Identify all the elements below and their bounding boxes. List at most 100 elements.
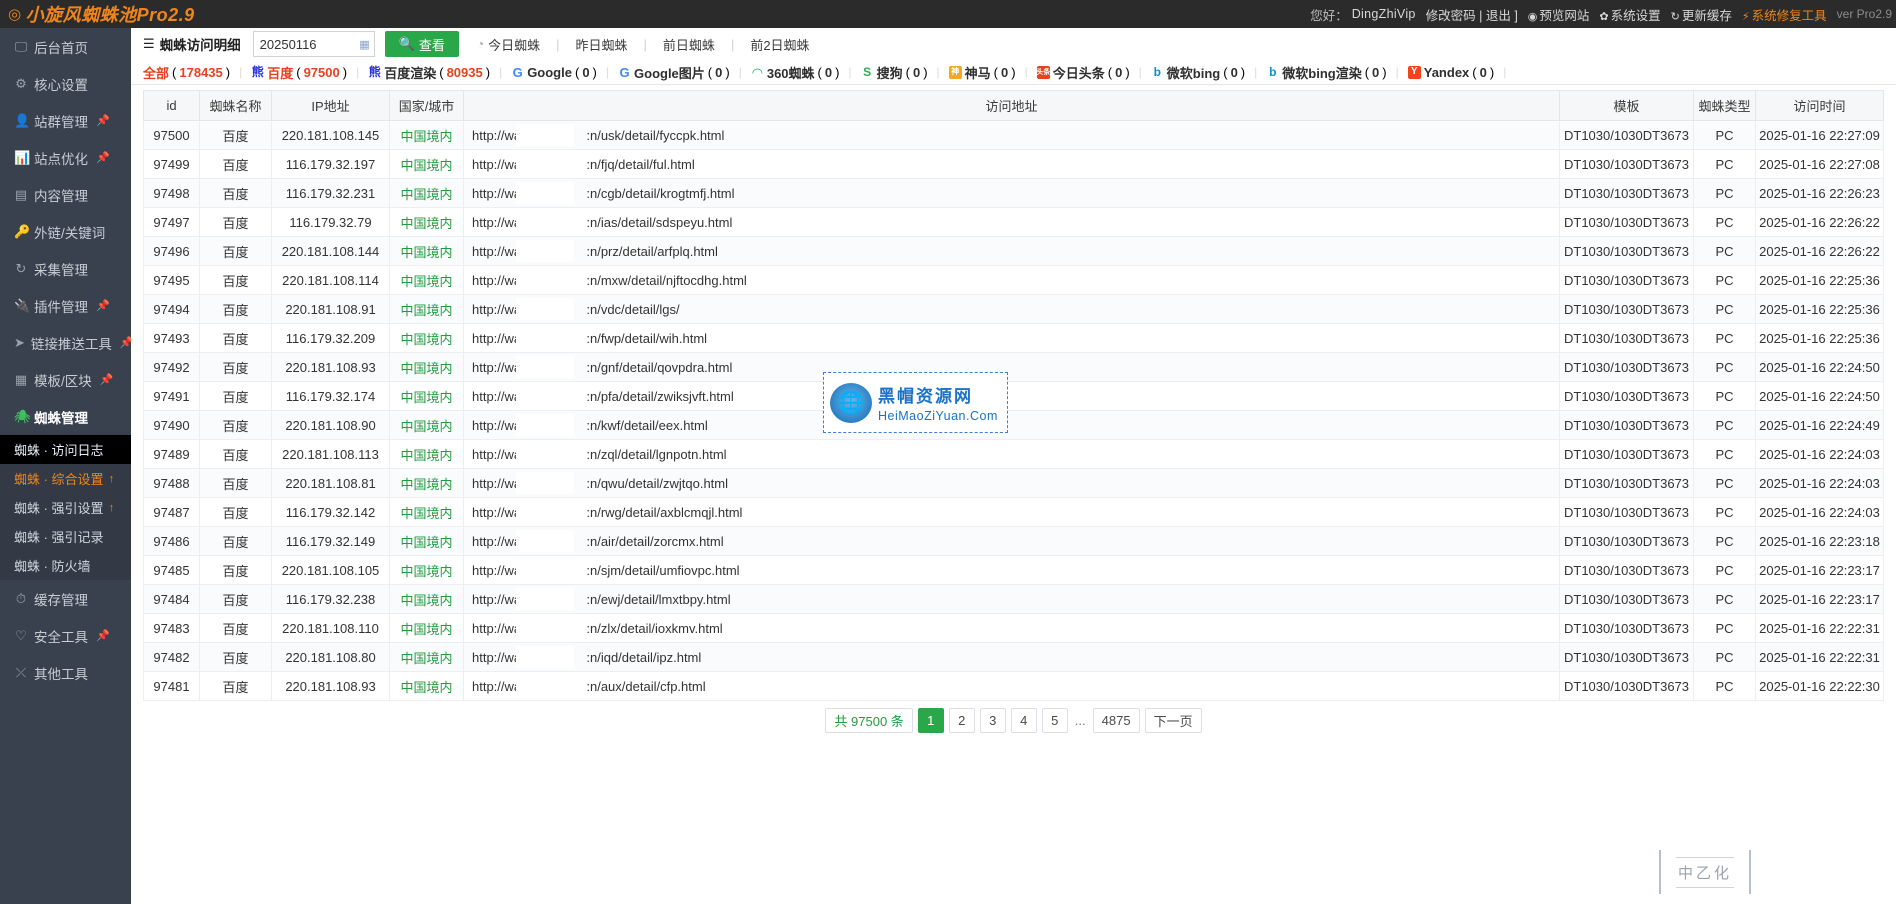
col-header-spider-type[interactable]: 蜘蛛类型 <box>1693 90 1756 121</box>
cell-visit-url[interactable]: http://wap:n/zlx/detail/ioxkmv.html <box>463 613 1560 643</box>
calendar-icon[interactable]: ▦ <box>359 38 370 51</box>
cell-visit-url[interactable]: http://wap:n/ias/detail/sdspeyu.html <box>463 207 1560 237</box>
table-row[interactable]: 97482 百度 220.181.108.80 中国境内 http://wap:n/iq… <box>143 642 1884 672</box>
change-password-link[interactable]: 修改密码 | 退出 ] <box>1425 8 1518 23</box>
quick-filter-yesterday[interactable]: 昨日蜘蛛 <box>575 37 628 53</box>
pagination-page-3[interactable]: 3 <box>979 708 1006 733</box>
table-row[interactable]: 97495 百度 220.181.108.114 中国境内 http://wap:n/m… <box>143 265 1884 295</box>
col-header-visit-time[interactable]: 访问时间 <box>1755 90 1884 121</box>
engine-tab-bing[interactable]: b 微软bing(0) <box>1142 63 1254 82</box>
sidebar-item-templates[interactable]: ▦ 模板/区块 📌 <box>0 361 131 398</box>
repair-tool-link[interactable]: ⚡ 系统修复工具 <box>1741 8 1827 23</box>
app-logo[interactable]: ◎ 小旋风蜘蛛池Pro2.9 <box>0 1 195 27</box>
cell-visit-url[interactable]: http://wap:n/mxw/detail/njftocdhg.html <box>463 265 1560 295</box>
pagination-page-4[interactable]: 4 <box>1010 708 1037 733</box>
quick-filter-day-before[interactable]: 前日蜘蛛 <box>662 37 715 53</box>
table-row[interactable]: 97489 百度 220.181.108.113 中国境内 http://wap:n/z… <box>143 439 1884 469</box>
sidebar-item-security-tools[interactable]: ♡ 安全工具 📌 <box>0 617 131 654</box>
col-header-country[interactable]: 国家/城市 <box>389 90 464 121</box>
table-row[interactable]: 97494 百度 220.181.108.91 中国境内 http://wap:n/vd… <box>143 294 1884 324</box>
pagination-page-2[interactable]: 2 <box>948 708 975 733</box>
cell-visit-url[interactable]: http://wap:n/gnf/detail/qovpdra.html <box>463 352 1560 382</box>
system-settings-link[interactable]: ✿ 系统设置 <box>1599 8 1661 23</box>
engine-tab-bing-render[interactable]: b 微软bing渲染(0) <box>1257 63 1395 82</box>
table-row[interactable]: 97485 百度 220.181.108.105 中国境内 http://wap:n/s… <box>143 555 1884 585</box>
col-header-name[interactable]: 蜘蛛名称 <box>199 90 272 121</box>
sidebar-item-site-group[interactable]: 👤 站群管理 📌 <box>0 102 131 139</box>
table-row[interactable]: 97487 百度 116.179.32.142 中国境内 http://wap:n/rw… <box>143 497 1884 527</box>
sidebar-item-spider-general-settings[interactable]: 蜘蛛 · 综合设置 ↑ <box>0 464 131 493</box>
sidebar-item-spider-access-log[interactable]: 蜘蛛 · 访问日志 <box>0 435 131 464</box>
cell-visit-url[interactable]: http://wap:n/fwp/detail/wih.html <box>463 323 1560 353</box>
table-row[interactable]: 97500 百度 220.181.108.145 中国境内 http://wap:n/u… <box>143 120 1884 150</box>
col-header-template[interactable]: 模板 <box>1559 90 1694 121</box>
engine-tab-360[interactable]: ◠ 360蜘蛛(0) <box>750 64 840 81</box>
engine-tab-toutiao[interactable]: 头条 今日头条(0) <box>1036 64 1130 81</box>
cell-visit-url[interactable]: http://wap:n/rwg/detail/axblcmqjl.html <box>463 497 1560 527</box>
engine-tab-google-images[interactable]: G Google图片(0) <box>618 64 730 81</box>
table-row[interactable]: 97484 百度 116.179.32.238 中国境内 http://wap:n/ew… <box>143 584 1884 614</box>
sidebar-item-spider-manage[interactable]: 🕷 蜘蛛管理 <box>0 398 131 435</box>
cell-visit-url[interactable]: http://wap:n/zql/detail/lgnpotn.html <box>463 439 1560 469</box>
cell-visit-url[interactable]: http://wap:n/prz/detail/arfplq.html <box>463 236 1560 266</box>
cell-visit-url[interactable]: http://wap:n/pfa/detail/zwiksjvft.html <box>463 381 1560 411</box>
cell-visit-url[interactable]: http://wap:n/usk/detail/fyccpk.html <box>463 120 1560 150</box>
cell-visit-url[interactable]: http://wap:n/iqd/detail/ipz.html <box>463 642 1560 672</box>
pagination-next[interactable]: 下一页 <box>1144 708 1202 733</box>
engine-tab-baidu-render[interactable]: 熊 百度渲染(80935) <box>368 64 491 81</box>
update-cache-link[interactable]: ↻ 更新缓存 <box>1670 8 1732 23</box>
sidebar-item-plugins[interactable]: 🔌 插件管理 📌 <box>0 287 131 324</box>
sidebar-item-keywords[interactable]: 🔑 外链/关键词 <box>0 213 131 250</box>
sidebar-item-collect[interactable]: ↻ 采集管理 <box>0 250 131 287</box>
cell-visit-url[interactable]: http://wap:n/ewj/detail/lmxtbpy.html <box>463 584 1560 614</box>
cell-visit-url[interactable]: http://wap:n/kwf/detail/eex.html <box>463 410 1560 440</box>
sidebar-item-spider-force-records[interactable]: 蜘蛛 · 强引记录 <box>0 522 131 551</box>
table-row[interactable]: 97491 百度 116.179.32.174 中国境内 http://wap:n/pf… <box>143 381 1884 411</box>
table-row[interactable]: 97483 百度 220.181.108.110 中国境内 http://wap:n/z… <box>143 613 1884 643</box>
engine-tab-all[interactable]: 全部(178435) <box>143 64 231 81</box>
table-row[interactable]: 97481 百度 220.181.108.93 中国境内 http://wap:n/au… <box>143 671 1884 701</box>
sidebar-item-site-optimize[interactable]: 📊 站点优化 📌 <box>0 139 131 176</box>
sidebar-item-other-tools[interactable]: ⤫ 其他工具 <box>0 654 131 691</box>
engine-tab-yandex[interactable]: Y Yandex(0) <box>1399 65 1503 80</box>
cell-visit-url[interactable]: http://wap:n/qwu/detail/zwjtqo.html <box>463 468 1560 498</box>
cell-visit-url[interactable]: http://wap:n/vdc/detail/lgs/ <box>463 294 1560 324</box>
cell-visit-url[interactable]: http://wap:n/fjq/detail/ful.html <box>463 149 1560 179</box>
table-row[interactable]: 97488 百度 220.181.108.81 中国境内 http://wap:n/qw… <box>143 468 1884 498</box>
col-header-ip[interactable]: IP地址 <box>271 90 390 121</box>
pagination-page-1[interactable]: 1 <box>917 708 944 733</box>
cell-visit-url[interactable]: http://wap:n/sjm/detail/umfiovpc.html <box>463 555 1560 585</box>
table-row[interactable]: 97486 百度 116.179.32.149 中国境内 http://wap:n/ai… <box>143 526 1884 556</box>
pagination-page-5[interactable]: 5 <box>1041 708 1068 733</box>
engine-tab-shenma[interactable]: 神 神马(0) <box>940 63 1025 82</box>
quick-filter-two-days-ago[interactable]: 前2日蜘蛛 <box>750 37 810 53</box>
sidebar-item-content[interactable]: ▤ 内容管理 <box>0 176 131 213</box>
col-header-id[interactable]: id <box>143 90 200 121</box>
sidebar-item-dashboard[interactable]: 🖵 后台首页 <box>0 28 131 65</box>
cell-visit-url[interactable]: http://wap:n/air/detail/zorcmx.html <box>463 526 1560 556</box>
table-row[interactable]: 97493 百度 116.179.32.209 中国境内 http://wap:n/fw… <box>143 323 1884 353</box>
sidebar-item-cache-manage[interactable]: ⏱ 缓存管理 <box>0 580 131 617</box>
date-input[interactable]: 20250116 ▦ <box>252 31 375 57</box>
table-row[interactable]: 97492 百度 220.181.108.93 中国境内 http://wap:n/gn… <box>143 352 1884 382</box>
table-row[interactable]: 97496 百度 220.181.108.144 中国境内 http://wap:n/p… <box>143 236 1884 266</box>
table-row[interactable]: 97490 百度 220.181.108.90 中国境内 http://wap:n/kw… <box>143 410 1884 440</box>
engine-tab-google[interactable]: G Google(0) <box>511 64 597 80</box>
preview-site-link[interactable]: ◉ 预览网站 <box>1527 8 1590 23</box>
quick-filter-today[interactable]: ◔ 今日蜘蛛 <box>476 37 541 53</box>
pagination-last-page[interactable]: 4875 <box>1092 708 1140 733</box>
sidebar-item-spider-firewall[interactable]: 蜘蛛 · 防火墙 <box>0 551 131 580</box>
sidebar-item-link-push[interactable]: ➤ 链接推送工具 📌 <box>0 324 134 361</box>
sidebar-item-core-settings[interactable]: ⚙ 核心设置 <box>0 65 131 102</box>
table-row[interactable]: 97498 百度 116.179.32.231 中国境内 http://wap:n/cg… <box>143 178 1884 208</box>
cell-visit-url[interactable]: http://wap:n/cgb/detail/krogtmfj.html <box>463 178 1560 208</box>
table-row[interactable]: 97499 百度 116.179.32.197 中国境内 http://wap:n/fj… <box>143 149 1884 179</box>
sidebar-item-spider-force-settings[interactable]: 蜘蛛 · 强引设置 ↑ <box>0 493 131 522</box>
table-row[interactable]: 97497 百度 116.179.32.79 中国境内 http://wap:n/ias… <box>143 207 1884 237</box>
engine-tab-sogou[interactable]: S 搜狗(0) <box>852 63 937 82</box>
col-header-url[interactable]: 访问地址 <box>463 90 1560 121</box>
cell-visit-url[interactable]: http://wap:n/aux/detail/cfp.html <box>463 671 1560 701</box>
search-button[interactable]: 🔍 查看 <box>384 31 459 57</box>
engine-tab-baidu[interactable]: 熊 百度(97500) <box>251 64 348 81</box>
360-icon: ◠ <box>750 64 764 80</box>
